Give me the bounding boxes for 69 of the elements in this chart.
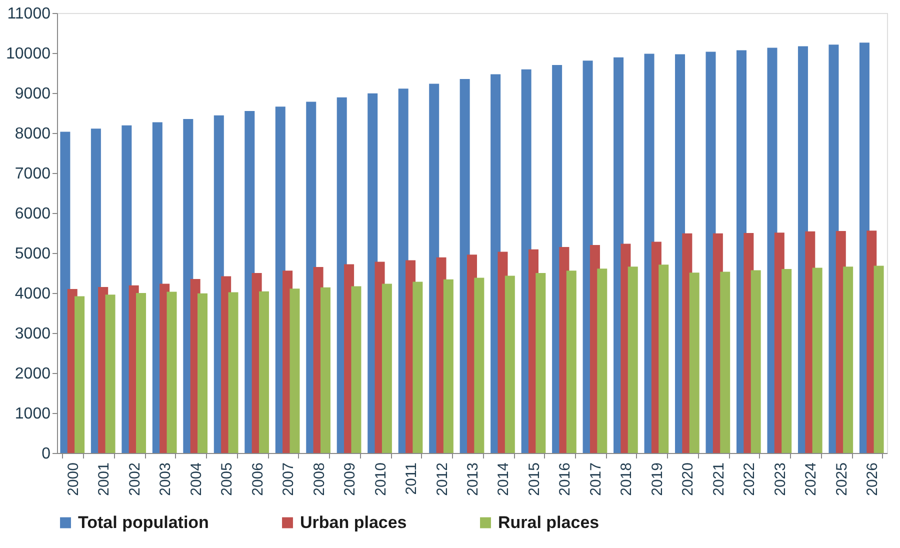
bar xyxy=(228,292,238,453)
x-tick-label: 2016 xyxy=(556,462,574,496)
y-tick-label: 3000 xyxy=(14,326,51,342)
bar xyxy=(628,266,638,453)
bar xyxy=(536,273,546,453)
y-tick-label: 1000 xyxy=(14,406,51,422)
x-tick-label: 2025 xyxy=(833,462,850,496)
bar xyxy=(474,278,484,453)
y-tick-label: 2000 xyxy=(14,366,51,382)
legend-label: Rural places xyxy=(498,512,600,532)
bar xyxy=(843,266,854,453)
x-tick-label: 2006 xyxy=(249,462,266,496)
y-tick-label: 6000 xyxy=(14,206,51,222)
x-tick-label: 2003 xyxy=(157,462,174,496)
bar xyxy=(74,296,85,453)
legend-label: Total population xyxy=(78,512,209,532)
bar xyxy=(166,292,177,453)
x-tick-label: 2019 xyxy=(648,462,666,496)
bar xyxy=(597,268,608,453)
x-tick-label: 2024 xyxy=(802,462,820,496)
bar xyxy=(351,286,362,453)
x-tick-label: 2004 xyxy=(188,462,205,496)
x-tick-label: 2018 xyxy=(618,462,636,496)
bar xyxy=(782,269,792,453)
y-tick-label: 5000 xyxy=(14,246,51,262)
x-tick-label: 2007 xyxy=(280,462,298,496)
y-tick-label: 11000 xyxy=(7,6,51,22)
x-tick-label: 2005 xyxy=(218,462,236,496)
bar xyxy=(198,293,208,453)
bar xyxy=(720,272,730,453)
x-tick-label: 2011 xyxy=(403,462,420,495)
bar xyxy=(566,270,576,453)
bar xyxy=(412,282,423,453)
x-tick-label: 2012 xyxy=(434,462,451,496)
bar xyxy=(750,270,761,453)
y-tick-label: 4000 xyxy=(14,286,51,302)
legend-label: Urban places xyxy=(300,512,407,532)
bar xyxy=(382,284,392,453)
bar xyxy=(443,279,454,453)
x-tick-label: 2009 xyxy=(342,462,359,496)
x-tick-label: 2022 xyxy=(741,462,758,496)
x-tick-label: 2021 xyxy=(710,462,728,496)
bar xyxy=(812,268,822,453)
bar xyxy=(658,264,669,453)
x-tick-label: 2017 xyxy=(587,462,604,496)
x-tick-label: 2020 xyxy=(680,462,697,496)
bar xyxy=(290,288,300,453)
x-tick-label: 2000 xyxy=(64,462,82,496)
bar xyxy=(504,276,515,453)
y-tick-label: 8000 xyxy=(14,126,51,142)
x-tick-label: 2002 xyxy=(126,462,144,496)
x-tick-label: 2026 xyxy=(864,462,882,496)
bar xyxy=(689,272,700,453)
bar xyxy=(320,287,330,453)
bar xyxy=(258,291,269,453)
y-tick-label: 0 xyxy=(42,446,51,462)
y-tick-label: 9000 xyxy=(14,86,51,102)
x-tick-label: 2001 xyxy=(96,462,113,496)
bar xyxy=(136,293,146,453)
y-tick-label: 7000 xyxy=(14,166,51,182)
x-tick-label: 2014 xyxy=(495,462,512,496)
x-tick-label: 2015 xyxy=(526,462,543,496)
x-tick-label: 2008 xyxy=(310,462,328,496)
bar xyxy=(874,266,884,453)
x-tick-label: 2013 xyxy=(464,462,482,496)
x-tick-label: 2010 xyxy=(372,462,390,496)
y-tick-label: 10000 xyxy=(6,46,51,62)
bar xyxy=(105,294,116,453)
x-tick-label: 2023 xyxy=(772,462,789,496)
